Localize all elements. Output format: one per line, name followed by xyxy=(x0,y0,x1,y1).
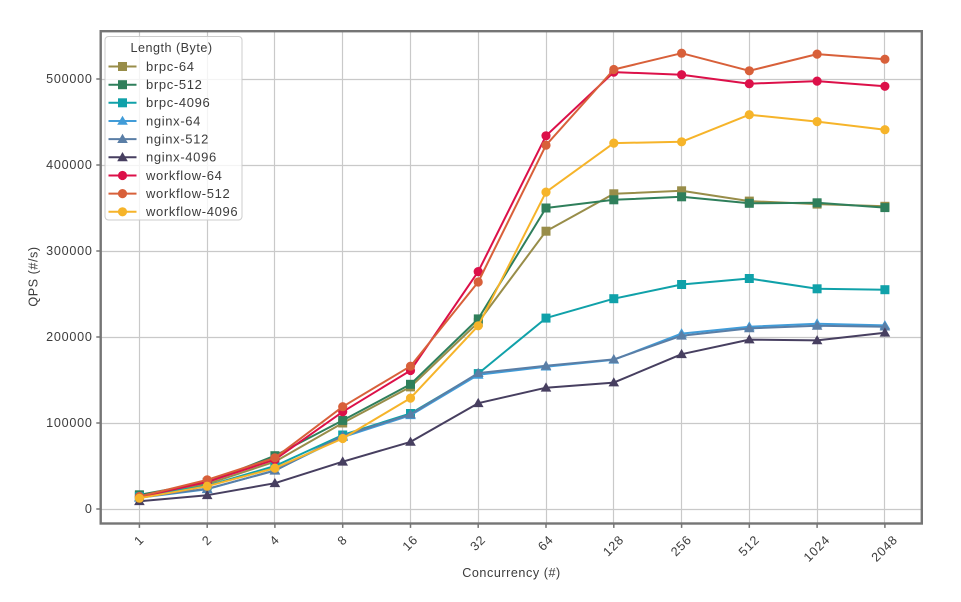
svg-text:nginx-4096: nginx-4096 xyxy=(146,150,217,165)
svg-text:Concurrency (#): Concurrency (#) xyxy=(462,566,561,580)
svg-text:200000: 200000 xyxy=(46,330,93,344)
svg-text:400000: 400000 xyxy=(46,158,93,172)
svg-text:brpc-64: brpc-64 xyxy=(146,59,195,74)
svg-text:Length (Byte): Length (Byte) xyxy=(130,41,212,55)
svg-text:nginx-512: nginx-512 xyxy=(146,131,209,146)
svg-text:workflow-512: workflow-512 xyxy=(145,186,230,201)
svg-text:workflow-64: workflow-64 xyxy=(145,168,223,183)
svg-text:nginx-64: nginx-64 xyxy=(146,113,201,128)
svg-text:300000: 300000 xyxy=(46,244,93,258)
svg-text:workflow-4096: workflow-4096 xyxy=(145,204,238,219)
svg-text:QPS (#/s): QPS (#/s) xyxy=(27,246,41,306)
svg-text:brpc-512: brpc-512 xyxy=(146,77,203,92)
svg-text:brpc-4096: brpc-4096 xyxy=(146,95,210,110)
svg-text:100000: 100000 xyxy=(46,416,93,430)
svg-text:0: 0 xyxy=(85,502,93,516)
svg-text:500000: 500000 xyxy=(46,72,93,86)
